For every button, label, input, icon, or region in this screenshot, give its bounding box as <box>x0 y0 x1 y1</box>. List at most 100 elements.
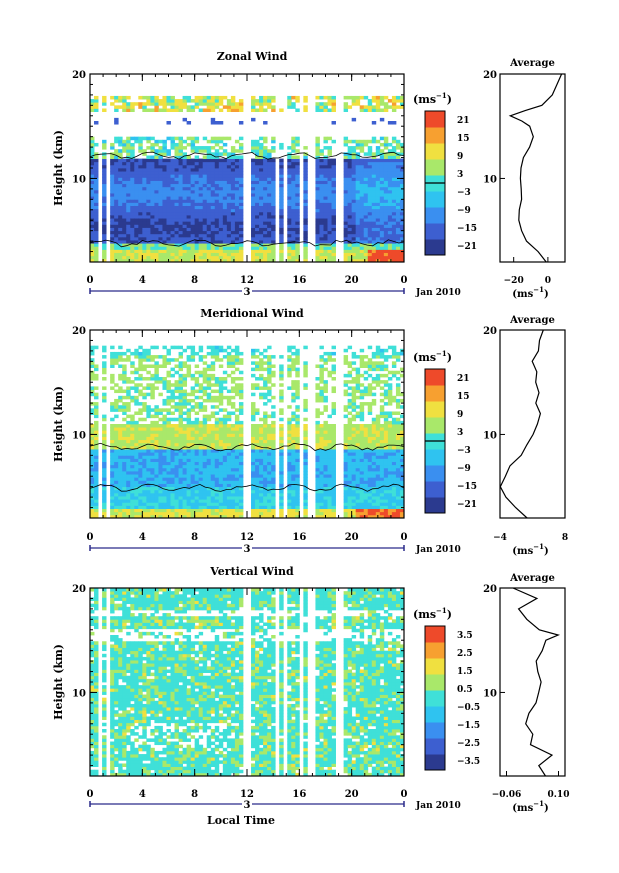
heatmap-cell <box>90 196 95 200</box>
heatmap-cell <box>218 430 224 434</box>
heatmap-cell <box>154 139 159 144</box>
heatmap-cell <box>375 215 381 219</box>
heatmap-cell <box>347 168 353 172</box>
heatmap-cell <box>194 189 200 194</box>
heatmap-cell <box>110 442 115 447</box>
heatmap-cell <box>267 389 272 394</box>
heatmap-cell <box>178 202 183 206</box>
heatmap-cell <box>210 486 216 491</box>
heatmap-cell <box>142 224 147 228</box>
heatmap-cell <box>114 240 119 244</box>
y-tick-label: 20 <box>72 70 86 81</box>
heatmap-cell <box>206 193 212 197</box>
heatmap-cell <box>102 243 107 247</box>
heatmap-cell <box>303 236 308 241</box>
heatmap-cell <box>363 164 369 169</box>
heatmap-cell <box>182 489 188 494</box>
heatmap-cell <box>363 139 369 144</box>
heatmap-cell <box>226 246 232 250</box>
heatmap-cell <box>206 95 212 100</box>
heatmap-cell <box>255 158 260 163</box>
heatmap-cell <box>110 439 115 444</box>
heatmap-cell <box>267 514 272 518</box>
heatmap-cell <box>267 471 272 475</box>
heatmap-cell <box>206 364 212 368</box>
heatmap-cell <box>126 136 131 141</box>
heatmap-cell <box>114 243 119 247</box>
heatmap-cell <box>110 377 115 381</box>
heatmap-cell <box>138 367 143 372</box>
heatmap-cell <box>194 383 200 387</box>
heatmap-cell <box>150 215 155 219</box>
heatmap-cell <box>395 139 401 144</box>
heatmap-cell <box>347 139 353 144</box>
heatmap-cell <box>138 189 143 194</box>
heatmap-cell <box>251 174 256 178</box>
heatmap-cell <box>303 511 308 516</box>
heatmap-cell <box>186 489 192 494</box>
heatmap-cell <box>234 496 240 500</box>
heatmap-cell <box>367 189 373 194</box>
heatmap-cell <box>331 202 336 206</box>
heatmap-cell <box>90 502 95 506</box>
heatmap-cell <box>154 174 159 178</box>
heatmap-cell <box>186 183 192 188</box>
heatmap-cell <box>202 361 208 365</box>
heatmap-cell <box>287 146 292 150</box>
heatmap-cell <box>351 196 357 200</box>
heatmap-cell <box>178 386 183 390</box>
heatmap-cell <box>114 383 119 387</box>
heatmap-cell <box>190 452 196 456</box>
heatmap-cell <box>162 414 167 419</box>
heatmap-cell <box>198 236 204 241</box>
heatmap-cell <box>234 471 240 475</box>
heatmap-cell <box>166 489 171 494</box>
heatmap-cell <box>182 164 188 169</box>
heatmap-cell <box>251 105 256 109</box>
heatmap-cell <box>162 180 167 185</box>
heatmap-cell <box>122 164 127 169</box>
heatmap-cell <box>102 439 107 444</box>
heatmap-cell <box>323 186 328 191</box>
heatmap-cell <box>174 492 179 497</box>
heatmap-cell <box>166 492 171 497</box>
heatmap-cell <box>263 486 268 491</box>
heatmap-cell <box>206 221 212 225</box>
heatmap-cell <box>251 208 256 213</box>
heatmap-cell <box>206 508 212 513</box>
heatmap-cell <box>291 149 296 153</box>
heatmap-cell <box>251 467 256 472</box>
heatmap-cell <box>295 508 300 513</box>
heatmap-cell <box>158 380 163 384</box>
heatmap-cell <box>190 208 196 213</box>
heatmap-cell <box>303 95 308 100</box>
heatmap-cell <box>118 389 123 394</box>
heatmap-cell <box>331 121 336 125</box>
heatmap-cell <box>90 452 95 456</box>
heatmap-cell <box>158 483 163 488</box>
heatmap-cell <box>110 193 115 197</box>
heatmap-cell <box>198 224 204 228</box>
heatmap-cell <box>230 511 236 516</box>
heatmap-cell <box>154 196 159 200</box>
heatmap-cell <box>114 355 119 359</box>
heatmap-cell <box>399 215 404 219</box>
heatmap-cell <box>259 467 264 472</box>
heatmap-cell <box>134 351 139 356</box>
heatmap-cell <box>202 386 208 390</box>
heatmap-cell <box>210 233 216 238</box>
heatmap-cell <box>218 186 224 191</box>
heatmap-cell <box>134 158 139 163</box>
heatmap-cell <box>271 202 276 206</box>
heatmap-cell <box>371 227 377 232</box>
heatmap-cell <box>162 442 167 447</box>
heatmap-cell <box>343 193 349 197</box>
heatmap-cell <box>198 186 204 191</box>
heatmap-cell <box>122 442 127 447</box>
heatmap-cell <box>315 258 320 262</box>
heatmap-cell <box>271 236 276 241</box>
heatmap-cell <box>255 139 260 144</box>
heatmap-cell <box>331 164 336 169</box>
heatmap-cell <box>218 240 224 244</box>
heatmap-cell <box>315 236 320 241</box>
